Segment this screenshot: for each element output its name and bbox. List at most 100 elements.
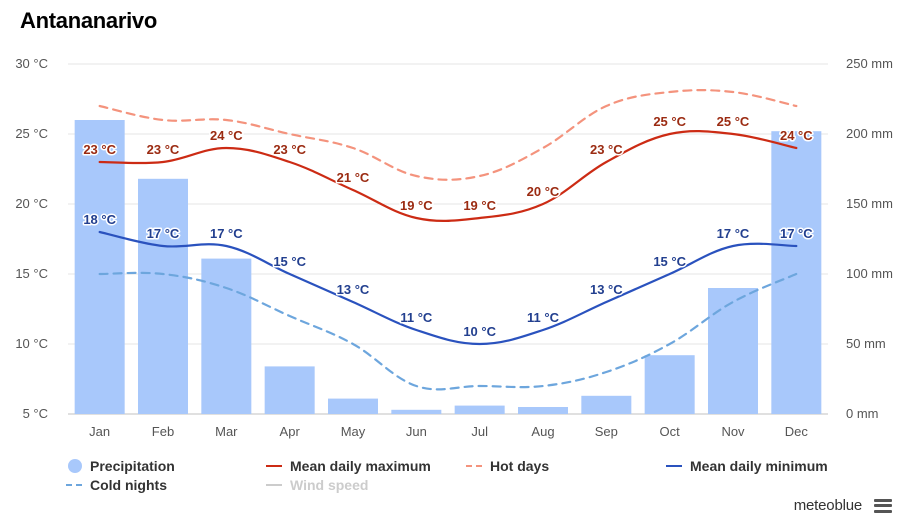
min-temp-label-halo: 10 °C	[463, 324, 496, 339]
legend-label: Wind speed	[290, 477, 369, 493]
max-temp-label: 19 °C	[400, 198, 433, 213]
max-temp-label-halo: 24 °C	[780, 128, 813, 143]
min-temp-label-halo: 11 °C	[400, 310, 433, 325]
max-temp-label-halo: 23 °C	[590, 142, 623, 157]
legend-mean-daily-minimum[interactable]: Mean daily minimum	[666, 458, 828, 474]
precipitation-bars[interactable]	[74, 120, 822, 414]
precipitation-bar	[708, 288, 758, 414]
y-right-tick-label: 150 mm	[846, 196, 893, 211]
min-temp-label: 15 °C	[273, 254, 306, 269]
x-tick-label: Oct	[660, 424, 681, 439]
climate-chart: 23 °C23 °C 23 °C23 °C24 °C24 °C23 °C23 °C…	[15, 56, 893, 439]
max-temp-label: 23 °C	[590, 142, 623, 157]
min-temp-label-halo: 17 °C	[210, 226, 243, 241]
y-right-tick-label: 100 mm	[846, 266, 893, 281]
min-temp-label: 13 °C	[337, 282, 370, 297]
legend: Precipitation Mean daily maximum Hot day…	[0, 458, 908, 498]
precipitation-bar	[518, 407, 568, 414]
hot-days-line	[98, 89, 798, 181]
y-right-tick-label: 0 mm	[846, 406, 879, 421]
x-tick-label: Feb	[152, 424, 174, 439]
cold-nights-line	[98, 271, 798, 391]
min-temp-label-halo: 17 °C	[147, 226, 180, 241]
y-right-tick-label: 250 mm	[846, 56, 893, 71]
max-temp-label-halo: 23 °C	[147, 142, 180, 157]
x-tick-label: Jun	[406, 424, 427, 439]
x-tick-label: Nov	[721, 424, 745, 439]
mean-daily-minimum-line	[98, 230, 798, 346]
min-temp-label-halo: 11 °C	[527, 310, 560, 325]
precipitation-bar	[771, 131, 822, 414]
legend-label: Mean daily minimum	[690, 458, 828, 474]
mean-max-swatch-icon	[266, 465, 282, 467]
precipitation-bar	[581, 395, 632, 414]
legend-precipitation[interactable]: Precipitation	[68, 458, 175, 474]
max-temp-label-halo: 23 °C	[273, 142, 306, 157]
precipitation-bar	[454, 405, 505, 414]
mean-daily-maximum-line	[98, 129, 798, 223]
max-temp-label: 23 °C	[83, 142, 116, 157]
min-temp-label: 11 °C	[527, 310, 560, 325]
y-left-tick-label: 30 °C	[15, 56, 48, 71]
legend-hot-days[interactable]: Hot days	[466, 458, 549, 474]
max-temp-label: 20 °C	[527, 184, 560, 199]
y-left-tick-label: 15 °C	[15, 266, 48, 281]
data-labels: 23 °C23 °C 23 °C23 °C24 °C24 °C23 °C23 °C…	[82, 113, 815, 341]
precipitation-bar	[201, 258, 252, 414]
x-tick-label: Sep	[595, 424, 618, 439]
max-temp-label: 23 °C	[273, 142, 306, 157]
y-left-tick-label: 20 °C	[15, 196, 48, 211]
min-temp-label-halo: 17 °C	[780, 226, 813, 241]
x-tick-label: Jan	[89, 424, 110, 439]
max-temp-label: 23 °C	[147, 142, 180, 157]
brand-logo: meteoblue	[793, 497, 862, 514]
precipitation-bar	[328, 398, 378, 414]
min-temp-label: 17 °C	[147, 226, 180, 241]
max-temp-label-halo: 19 °C	[400, 198, 433, 213]
min-temp-label-halo: 15 °C	[273, 254, 306, 269]
precipitation-bar	[138, 178, 188, 414]
min-temp-label-halo: 13 °C	[337, 282, 370, 297]
max-temp-label: 19 °C	[463, 198, 496, 213]
cold-nights-swatch-icon	[66, 484, 82, 486]
precipitation-bar	[391, 409, 442, 414]
x-tick-label: Dec	[785, 424, 809, 439]
wind-speed-swatch-icon	[266, 484, 282, 486]
grid-layer	[68, 63, 828, 415]
legend-label: Hot days	[490, 458, 550, 474]
max-temp-label: 25 °C	[653, 114, 686, 129]
y-left-tick-label: 25 °C	[15, 126, 48, 141]
legend-wind-speed[interactable]: Wind speed	[266, 477, 368, 493]
temperature-lines[interactable]	[98, 89, 798, 391]
precipitation-bar	[264, 366, 315, 414]
x-tick-label: Mar	[215, 424, 238, 439]
min-temp-label: 10 °C	[463, 324, 496, 339]
max-temp-label-halo: 20 °C	[527, 184, 560, 199]
min-temp-label: 18 °C	[83, 212, 116, 227]
min-temp-label-halo: 17 °C	[717, 226, 750, 241]
min-temp-label-halo: 18 °C	[83, 212, 116, 227]
hamburger-menu-icon[interactable]	[874, 498, 892, 513]
y-right-tick-label: 200 mm	[846, 126, 893, 141]
legend-label: Mean daily maximum	[290, 458, 431, 474]
max-temp-label-halo: 25 °C	[717, 114, 750, 129]
legend-mean-daily-maximum[interactable]: Mean daily maximum	[266, 458, 431, 474]
brand: meteoblue	[794, 497, 892, 514]
max-temp-label: 24 °C	[780, 128, 813, 143]
min-temp-label: 17 °C	[210, 226, 243, 241]
min-temp-label-halo: 13 °C	[590, 282, 623, 297]
x-tick-label: May	[341, 424, 366, 439]
legend-label: Precipitation	[90, 458, 175, 474]
max-temp-label-halo: 21 °C	[337, 170, 370, 185]
min-temp-label-halo: 15 °C	[653, 254, 686, 269]
axis-labels: 5 °C 10 °C 15 °C 20 °C 25 °C 30 °C 0 mm 50 mm 10…	[15, 56, 893, 439]
legend-cold-nights[interactable]: Cold nights	[66, 477, 167, 493]
mean-min-swatch-icon	[666, 465, 682, 467]
min-temp-label: 15 °C	[653, 254, 686, 269]
y-left-tick-label: 10 °C	[15, 336, 48, 351]
y-right-tick-label: 50 mm	[846, 336, 886, 351]
max-temp-label-halo: 23 °C	[83, 142, 116, 157]
max-temp-label: 25 °C	[717, 114, 750, 129]
max-temp-label-halo: 19 °C	[463, 198, 496, 213]
min-temp-label: 17 °C	[780, 226, 813, 241]
